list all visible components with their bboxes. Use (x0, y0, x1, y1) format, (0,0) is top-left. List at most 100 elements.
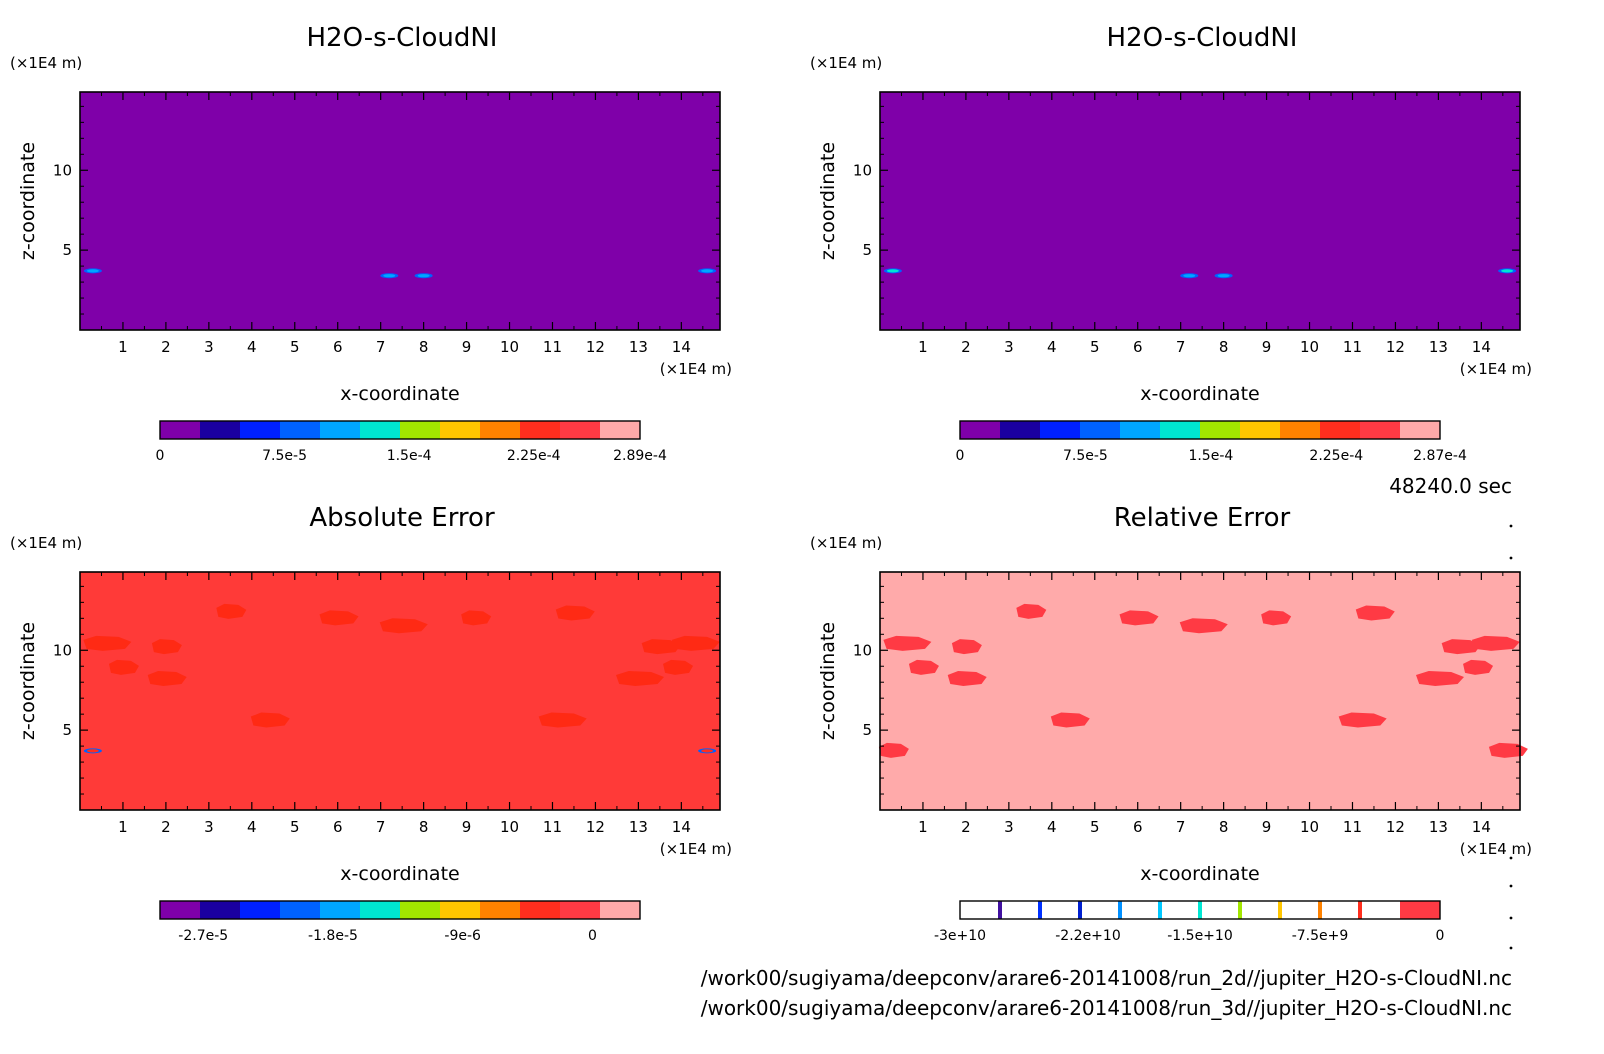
panel-4: Relative Error(×1E4 m)1 2 3 4 5 6 7 8 9 10 11 12 13 1… (810, 503, 1532, 944)
x-tick-label: 14 (1472, 818, 1491, 836)
contour-patch (1119, 610, 1159, 626)
colorbar-swatch (1400, 421, 1441, 439)
x-axis-unit: (×1E4 m) (660, 840, 732, 858)
contour-patch (1355, 605, 1395, 621)
colorbar-tick-label: 0 (1436, 928, 1445, 944)
colorbar-tick-label: 0 (588, 928, 597, 944)
x-tick-label: 12 (1386, 818, 1405, 836)
colorbar-swatch (160, 421, 201, 439)
x-tick-label: 9 (462, 818, 472, 836)
colorbar-level-line (1038, 901, 1042, 919)
x-tick-label: 1 (918, 818, 928, 836)
colorbar-tick-label: -2.7e-5 (178, 928, 228, 944)
colorbar-swatch (320, 421, 361, 439)
contour-patch (147, 671, 187, 687)
y-tick-label: 10 (853, 641, 872, 659)
x-tick-label: 10 (500, 818, 519, 836)
x-tick-label: 13 (629, 338, 648, 356)
colorbar-swatch (520, 421, 561, 439)
colorbar-level-line (1358, 901, 1362, 919)
colorbar-swatch (160, 901, 201, 919)
x-tick-label: 4 (1047, 818, 1057, 836)
contour-patch (641, 639, 681, 655)
contour-patch (151, 639, 182, 655)
y-axis-label: z-coordinate (817, 142, 839, 260)
x-tick-label: 8 (1219, 338, 1229, 356)
plot-frame (879, 571, 1521, 811)
contour-patch (216, 603, 247, 619)
colorbar-level-line (1278, 901, 1282, 919)
colorbar-swatch (360, 421, 401, 439)
file-path-line: /work00/sugiyama/deepconv/arare6-2014100… (701, 966, 1512, 990)
x-tick-label: 12 (586, 338, 605, 356)
colorbar-swatch (480, 421, 521, 439)
y-tick-label: 5 (62, 241, 72, 259)
margin-dot (1509, 524, 1513, 528)
x-tick-label: 4 (247, 338, 257, 356)
y-axis-unit: (×1E4 m) (10, 534, 82, 552)
colorbar-swatch (1120, 901, 1161, 919)
colorbar-tick-label: -2.2e+10 (1055, 928, 1120, 944)
colorbar-tick-label: -1.5e+10 (1167, 928, 1232, 944)
contour-patch (319, 610, 359, 626)
colorbar-swatch (1000, 901, 1041, 919)
colorbar-level-line (1078, 901, 1082, 919)
x-tick-label: 10 (1300, 818, 1319, 836)
colorbar-swatch (360, 901, 401, 919)
plot-frame (79, 571, 721, 811)
x-tick-label: 4 (1047, 338, 1057, 356)
x-axis-label: x-coordinate (1140, 383, 1259, 405)
x-tick-label: 6 (333, 818, 343, 836)
colorbar-swatch (280, 901, 321, 919)
colorbar-swatch (200, 901, 241, 919)
colorbar-swatch (1000, 421, 1041, 439)
x-tick-label: 7 (1176, 818, 1186, 836)
colorbar-swatch (1160, 901, 1201, 919)
x-tick-label: 2 (961, 338, 971, 356)
x-tick-label: 2 (961, 818, 971, 836)
colorbar-tick-label: -9e-6 (444, 928, 481, 944)
colorbar-swatch (1240, 421, 1281, 439)
y-tick-label: 5 (862, 241, 872, 259)
contour-patch (951, 639, 982, 655)
x-axis-unit: (×1E4 m) (660, 360, 732, 378)
y-axis-unit: (×1E4 m) (810, 534, 882, 552)
colorbar-tick-label: 2.25e-4 (1309, 448, 1363, 464)
contour-patch (615, 671, 664, 687)
colorbar-tick-label: -3e+10 (934, 928, 986, 944)
x-tick-label: 13 (1429, 818, 1448, 836)
x-axis-unit: (×1E4 m) (1460, 360, 1532, 378)
contour-patch (1050, 712, 1090, 728)
y-axis-label: z-coordinate (17, 622, 39, 740)
colorbar-swatch (240, 901, 281, 919)
x-tick-label: 8 (419, 338, 429, 356)
colorbar-frame (959, 900, 1441, 920)
x-tick-label: 6 (1133, 818, 1143, 836)
x-tick-label: 11 (543, 338, 562, 356)
y-tick-label: 10 (853, 161, 872, 179)
colorbar-swatch (1320, 901, 1361, 919)
x-tick-label: 2 (161, 818, 171, 836)
x-tick-label: 7 (376, 818, 386, 836)
contour-blob-core (1183, 274, 1196, 278)
x-tick-label: 8 (419, 818, 429, 836)
colorbar-swatch (960, 901, 1001, 919)
colorbar-level-line (1158, 901, 1162, 919)
colorbar-frame (159, 420, 641, 440)
x-axis-label: x-coordinate (340, 863, 459, 885)
contour-blob-core (886, 269, 899, 273)
colorbar-swatch (960, 421, 1001, 439)
x-tick-label: 14 (672, 818, 691, 836)
plot-frame (879, 91, 1521, 331)
colorbar-level-line (1198, 901, 1202, 919)
colorbar-swatch (1360, 421, 1401, 439)
x-axis-unit: (×1E4 m) (1460, 840, 1532, 858)
colorbar-tick-label: 0 (156, 448, 165, 464)
contour-patch (663, 659, 694, 675)
colorbar-swatch (200, 421, 241, 439)
colorbar-swatch (1200, 901, 1241, 919)
colorbar-swatch (280, 421, 321, 439)
x-tick-label: 4 (247, 818, 257, 836)
y-axis-unit: (×1E4 m) (810, 54, 882, 72)
chart-title: H2O-s-CloudNI (307, 23, 498, 53)
